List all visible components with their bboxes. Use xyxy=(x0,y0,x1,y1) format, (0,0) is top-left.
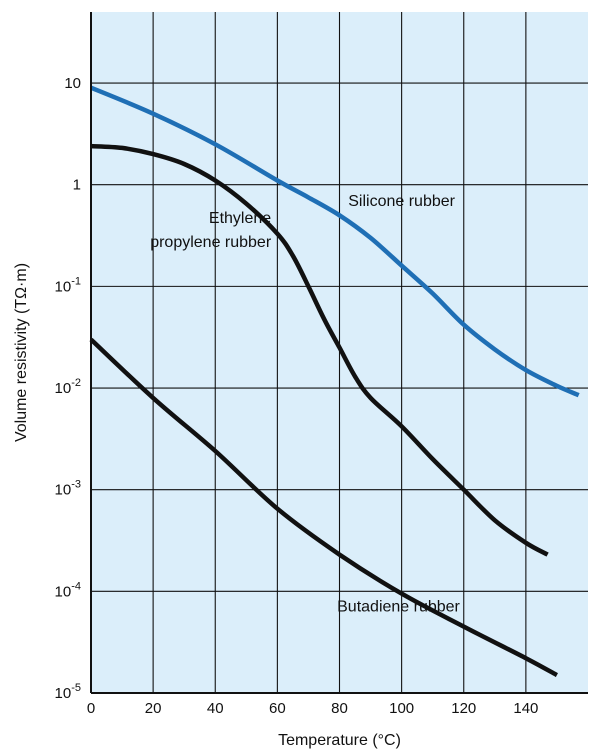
y-tick-label: 10-3 xyxy=(55,479,81,499)
x-tick-label: 140 xyxy=(513,700,538,717)
y-tick-label: 10-5 xyxy=(55,682,81,702)
y-tick-base: 10 xyxy=(55,380,72,397)
tick-labels: 0 20 40 60 80 100 120 14010110-110-210-310-410-… xyxy=(55,75,539,717)
y-tick-base: 1 xyxy=(73,177,81,194)
y-tick-label: 10-4 xyxy=(55,580,81,600)
y-axis-title: Volume resistivity (TΩ·m) xyxy=(13,263,30,442)
y-tick-base: 10 xyxy=(55,583,72,600)
y-tick-label: 10 xyxy=(64,75,81,92)
series-group xyxy=(89,85,580,678)
silicone-label: Silicone rubber xyxy=(348,193,455,210)
y-tick-label: 10-1 xyxy=(55,275,81,295)
y-tick-exponent: -2 xyxy=(71,377,81,389)
x-tick-label: 100 xyxy=(389,700,414,717)
y-tick-label: 1 xyxy=(73,177,81,194)
x-axis-title: Temperature (°C) xyxy=(278,732,401,749)
y-tick-exponent: -3 xyxy=(71,479,81,491)
y-tick-exponent: -1 xyxy=(71,275,81,287)
x-tick-label: 0 xyxy=(87,700,95,717)
epr-label: propylene rubber xyxy=(150,234,272,251)
epr-label: Ethylene xyxy=(209,210,271,227)
y-tick-label: 10-2 xyxy=(55,377,81,397)
series-line-silicone-rubber xyxy=(90,85,580,398)
y-tick-base: 10 xyxy=(64,75,81,92)
y-tick-base: 10 xyxy=(55,278,72,295)
y-tick-base: 10 xyxy=(55,685,72,702)
series-line-butadiene-rubber xyxy=(89,337,558,678)
butadiene-label: Butadiene rubber xyxy=(337,599,460,616)
series-line-ethylene-propylene-rubber xyxy=(90,143,549,557)
x-tick-label: 20 xyxy=(145,700,162,717)
y-tick-exponent: -4 xyxy=(71,580,81,592)
annotations: Silicone rubber Ethylene propylene rubber B… xyxy=(150,193,460,616)
x-tick-label: 60 xyxy=(269,700,286,717)
y-tick-exponent: -5 xyxy=(71,682,81,694)
x-tick-label: 120 xyxy=(451,700,476,717)
x-tick-label: 40 xyxy=(207,700,224,717)
y-tick-base: 10 xyxy=(55,482,72,499)
x-tick-label: 80 xyxy=(331,700,348,717)
